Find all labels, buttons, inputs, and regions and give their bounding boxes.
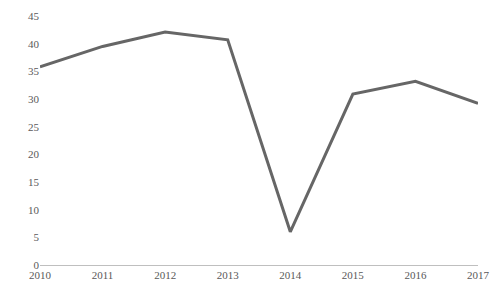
svg-text:2010: 2010 [29,269,52,281]
svg-text:15: 15 [28,176,40,188]
svg-text:5: 5 [34,231,40,243]
svg-text:2012: 2012 [154,269,176,281]
svg-text:10: 10 [28,204,40,216]
svg-text:40: 40 [28,38,40,50]
svg-text:20: 20 [28,148,40,160]
svg-text:30: 30 [28,93,40,105]
svg-text:0: 0 [34,259,40,271]
svg-text:35: 35 [28,65,40,77]
svg-text:2015: 2015 [342,269,365,281]
svg-text:2014: 2014 [279,269,302,281]
svg-text:25: 25 [28,121,40,133]
svg-text:2017: 2017 [467,269,490,281]
svg-text:45: 45 [28,10,40,22]
svg-text:2011: 2011 [92,269,114,281]
svg-text:2016: 2016 [404,269,427,281]
svg-text:2013: 2013 [217,269,240,281]
